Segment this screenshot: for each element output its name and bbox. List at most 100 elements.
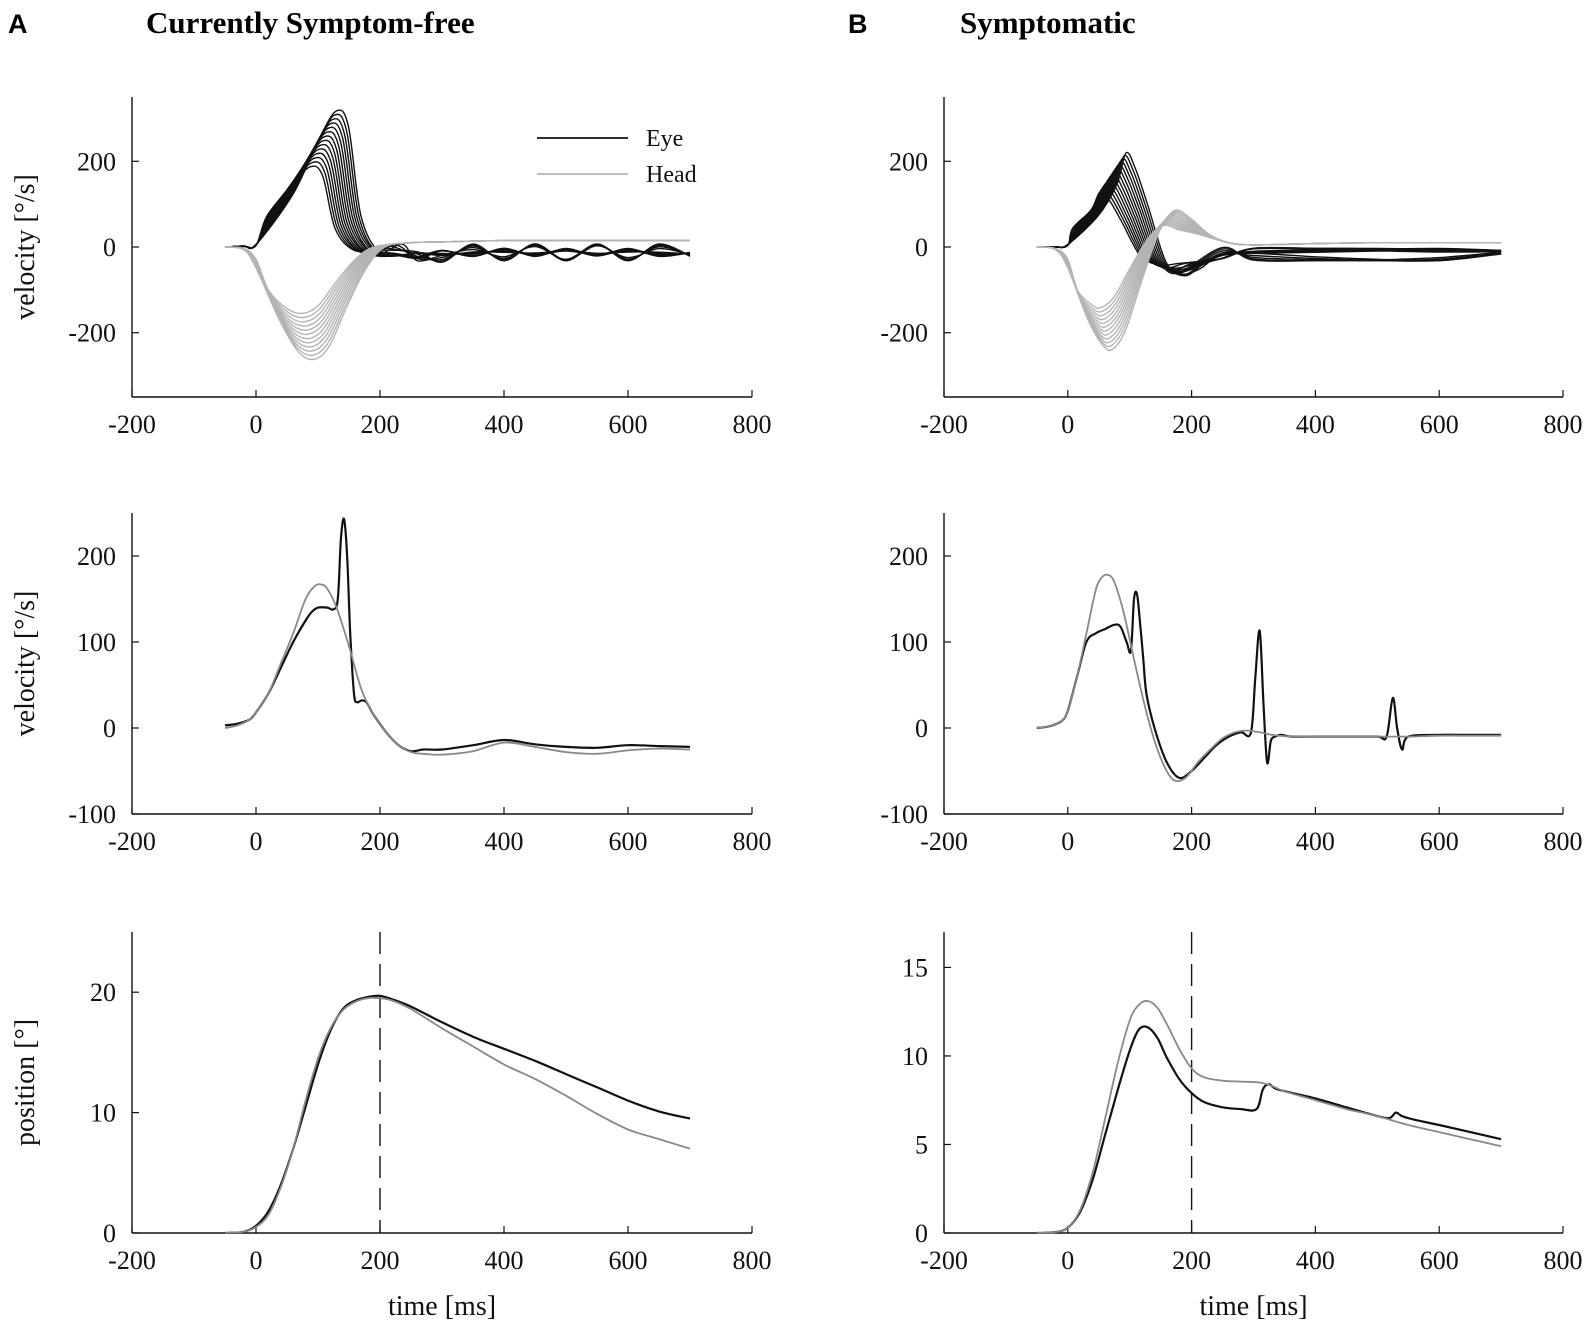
head-trace <box>1036 224 1502 309</box>
plot-b2: -200 0 200 400 600 800 -100 0 100 200 <box>880 513 1583 856</box>
head-trace <box>1036 223 1502 313</box>
eye-trace <box>224 139 691 262</box>
y-tick-label: 5 <box>915 1130 928 1159</box>
x-tick-label: -200 <box>108 410 156 439</box>
x-tick-label: 0 <box>250 827 263 856</box>
x-tick-label: 800 <box>733 827 772 856</box>
head-trace-bundle <box>224 239 690 361</box>
x-tick-label: 400 <box>485 1246 524 1275</box>
eye-trace <box>224 135 691 259</box>
head-trace <box>1036 213 1502 340</box>
legend-eye-label: Eye <box>646 126 683 152</box>
x-tick-label: 400 <box>1296 827 1335 856</box>
eye-trace <box>224 161 691 260</box>
head-trace <box>224 239 690 361</box>
head-trace <box>1036 218 1502 325</box>
x-tick-label: 0 <box>250 410 263 439</box>
eye-trace <box>1036 163 1502 274</box>
y-tick-label: 0 <box>103 714 116 743</box>
x-tick-label: 200 <box>1172 827 1211 856</box>
x-tick-label: 200 <box>361 1246 400 1275</box>
eye-trace <box>224 152 691 263</box>
y-axis-label: velocity [°/s] <box>10 591 41 737</box>
eye-trace <box>1036 175 1502 271</box>
y-tick-label: 0 <box>103 233 116 262</box>
x-tick-label: 600 <box>609 1246 648 1275</box>
x-tick-label: 800 <box>1544 1246 1583 1275</box>
y-tick-label: 200 <box>77 147 116 176</box>
y-axis-label: position [°] <box>10 1019 41 1146</box>
eye-trace <box>224 130 691 257</box>
y-tick-label: -100 <box>68 800 116 829</box>
plot-b1: -200 0 200 400 600 800 -200 0 200 <box>880 97 1583 439</box>
y-tick-label: 10 <box>902 1042 928 1071</box>
y-tick-label: 200 <box>889 147 928 176</box>
eye-trace-bundle <box>224 109 691 263</box>
legend-head-label: Head <box>646 162 697 188</box>
eye-trace <box>224 117 691 257</box>
x-tick-label: -200 <box>920 410 968 439</box>
eye-trace-bundle <box>1036 151 1502 277</box>
x-tick-label: 0 <box>1061 1246 1074 1275</box>
y-axis-label: velocity [°/s] <box>10 174 41 320</box>
x-tick-label: 600 <box>1420 410 1459 439</box>
x-tick-label: 800 <box>1544 410 1583 439</box>
y-tick-label: 0 <box>103 1219 116 1248</box>
x-tick-label: 200 <box>1172 1246 1211 1275</box>
x-axis-label: time [ms] <box>388 1291 496 1322</box>
y-tick-label: 0 <box>915 714 928 743</box>
head-trace <box>1036 217 1502 329</box>
panel-letter-b: B <box>848 9 868 39</box>
x-tick-label: 400 <box>485 410 524 439</box>
x-tick-label: 400 <box>485 827 524 856</box>
y-tick-label: 20 <box>90 978 116 1007</box>
eye-trace <box>224 143 691 258</box>
y-tick-label: 200 <box>889 542 928 571</box>
x-tick-label: 200 <box>1172 410 1211 439</box>
plot-a2: -200 0 200 400 600 800 -100 0 100 200 velocity [°/… <box>10 513 772 856</box>
panel-letter-a: A <box>8 9 28 39</box>
x-tick-label: 0 <box>250 1246 263 1275</box>
x-axis-label: time [ms] <box>1199 1291 1307 1322</box>
eye-line <box>1036 590 1502 780</box>
head-line <box>1036 573 1502 783</box>
y-tick-label: -200 <box>68 319 116 348</box>
head-trace <box>1036 221 1502 317</box>
head-trace <box>1036 209 1502 352</box>
x-tick-label: -200 <box>920 827 968 856</box>
eye-line <box>224 517 691 753</box>
eye-trace <box>224 109 691 258</box>
head-trace-bundle <box>1036 209 1502 352</box>
x-tick-label: 600 <box>1420 827 1459 856</box>
head-trace <box>1036 212 1502 344</box>
y-tick-label: 100 <box>77 628 116 657</box>
eye-trace <box>1036 151 1502 277</box>
y-tick-label: 10 <box>90 1099 116 1128</box>
eye-trace <box>224 113 691 262</box>
x-tick-label: 0 <box>1061 827 1074 856</box>
x-tick-label: 0 <box>1061 410 1074 439</box>
y-tick-label: 0 <box>915 233 928 262</box>
y-tick-label: 200 <box>77 542 116 571</box>
panel-title-b: Symptomatic <box>960 5 1136 40</box>
y-tick-label: 0 <box>915 1219 928 1248</box>
panel-title-a: Currently Symptom-free <box>146 5 475 40</box>
x-tick-label: 600 <box>1420 1246 1459 1275</box>
x-tick-label: -200 <box>108 1246 156 1275</box>
x-tick-label: -200 <box>920 1246 968 1275</box>
x-tick-label: 800 <box>733 1246 772 1275</box>
x-tick-label: 200 <box>361 827 400 856</box>
x-tick-label: 600 <box>609 827 648 856</box>
y-tick-label: 15 <box>902 953 928 982</box>
x-tick-label: 200 <box>361 410 400 439</box>
y-tick-label: 100 <box>889 628 928 657</box>
head-line <box>224 583 691 756</box>
x-tick-label: 800 <box>733 410 772 439</box>
head-line <box>1036 1000 1502 1234</box>
legend: Eye Head <box>537 126 697 188</box>
eye-line <box>224 994 691 1235</box>
